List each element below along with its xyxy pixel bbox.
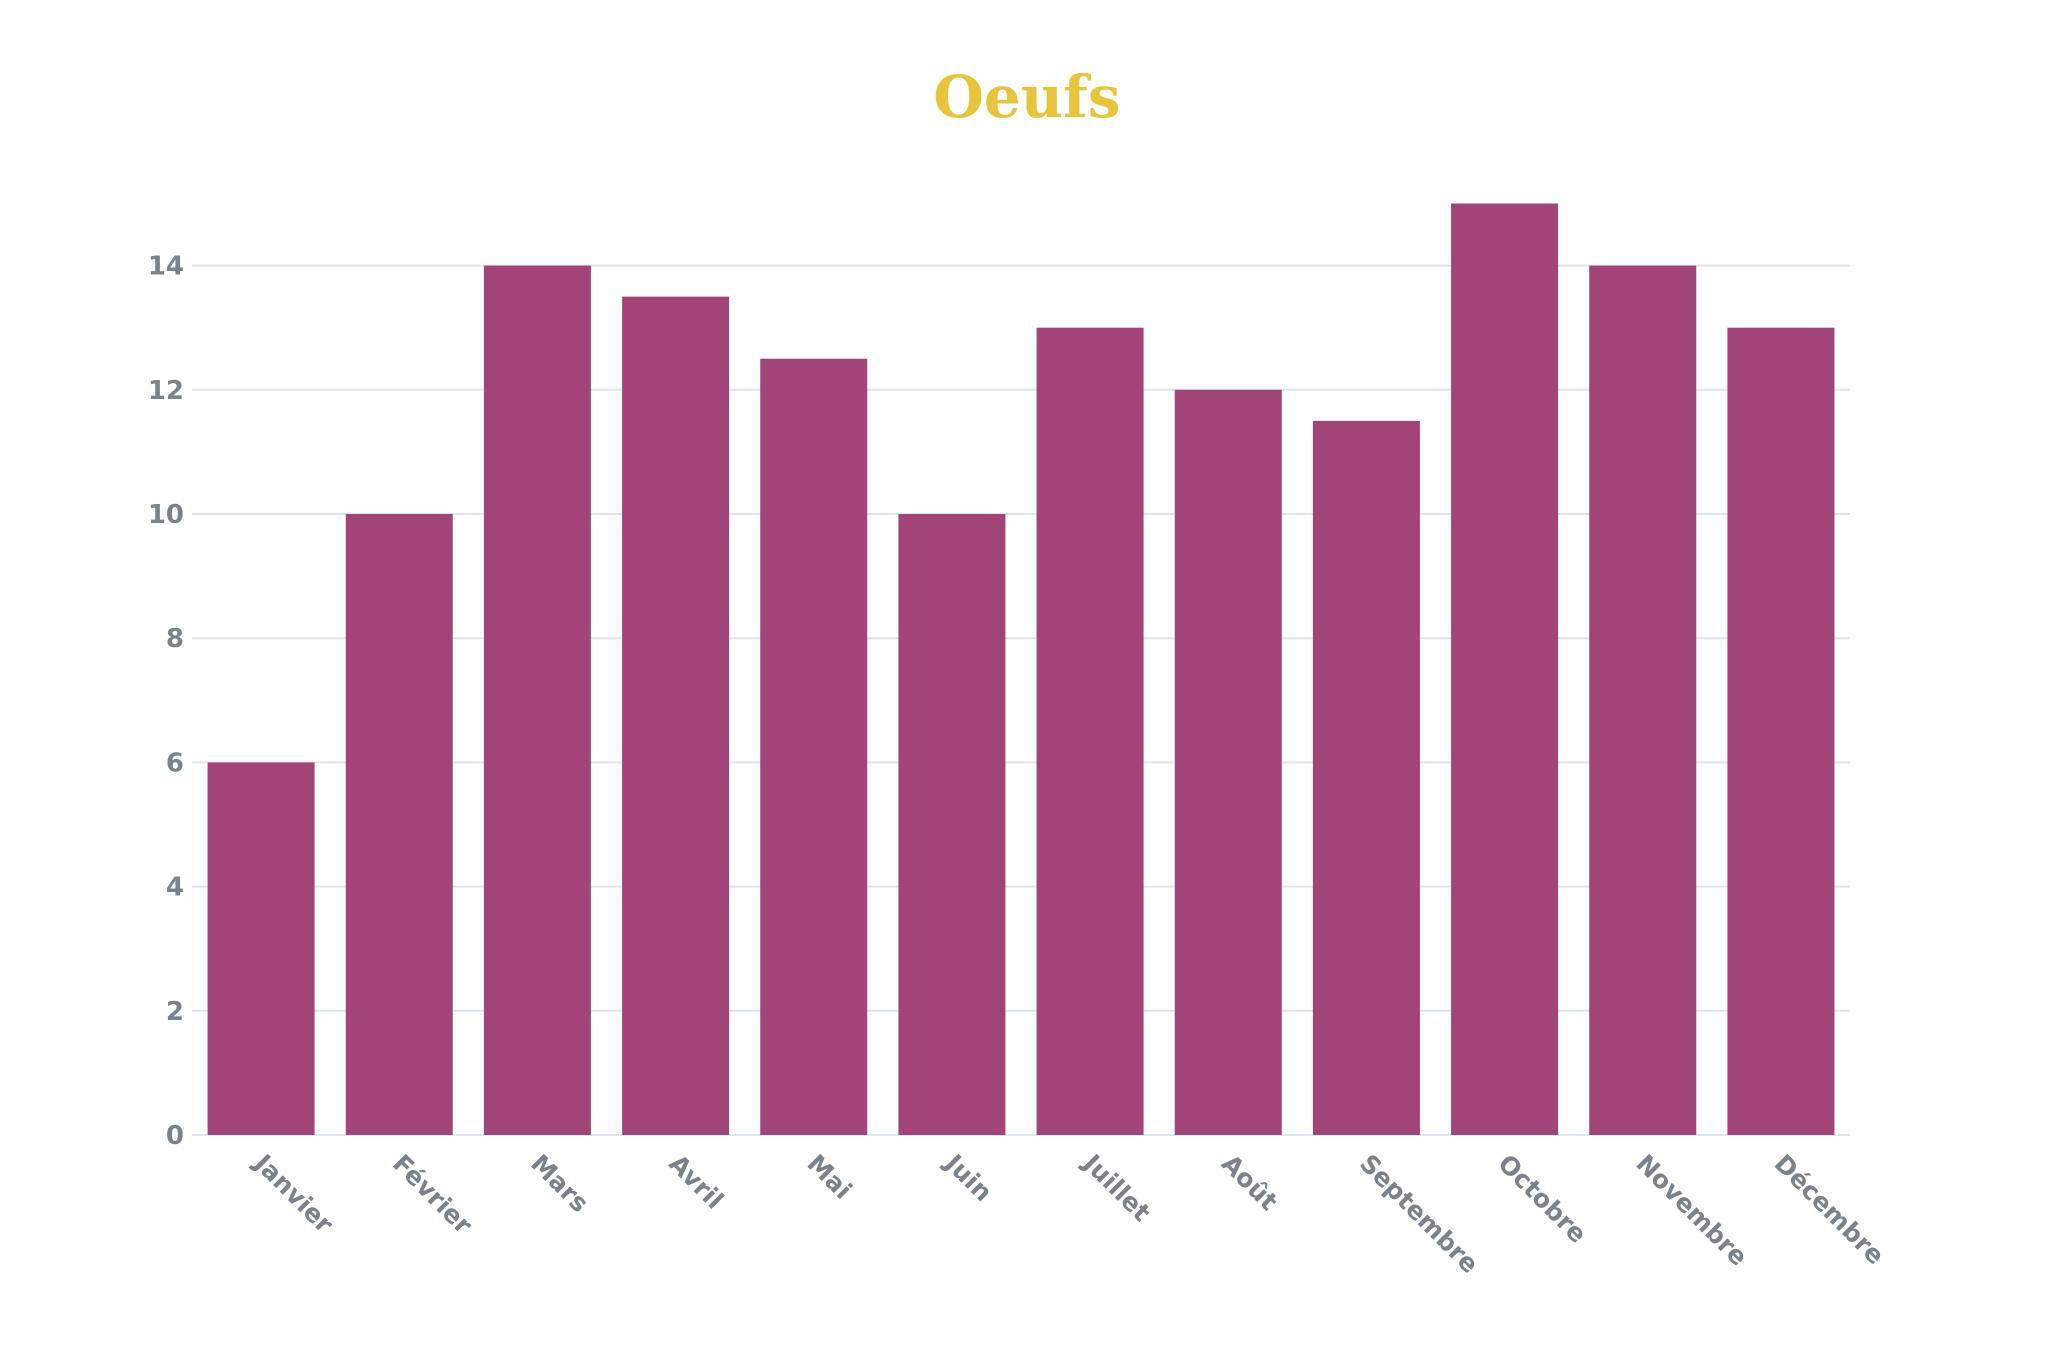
chart-title: Oeufs (933, 63, 1120, 131)
x-axis-labels: Janvier Février Mars Avril Mai Juin Juillet Aoû… (247, 1147, 1890, 1279)
gridlines (192, 264, 1850, 1136)
bar[interactable] (898, 514, 1006, 1135)
bar[interactable] (345, 514, 453, 1135)
bar[interactable] (622, 296, 730, 1135)
bar[interactable] (483, 265, 591, 1136)
x-category-label: Avril (663, 1149, 729, 1215)
x-category-label: Mars (525, 1149, 594, 1218)
y-tick-label: 6 (166, 748, 184, 778)
x-category-label: Novembre (1631, 1149, 1754, 1272)
x-category-label: Décembre (1769, 1149, 1890, 1270)
x-category-label: Mai (802, 1149, 858, 1205)
x-category-label: Janvier (247, 1147, 339, 1239)
x-category-label: Février (387, 1149, 478, 1240)
y-tick-label: 2 (166, 997, 184, 1027)
bar[interactable] (1589, 265, 1697, 1136)
bar[interactable] (1036, 327, 1144, 1135)
x-category-label: Août (1216, 1149, 1283, 1216)
x-category-label: Juin (938, 1147, 998, 1207)
y-tick-label: 4 (166, 873, 184, 903)
x-category-label: Octobre (1492, 1149, 1592, 1249)
y-tick-label: 12 (148, 376, 184, 406)
y-tick-label: 0 (166, 1121, 184, 1151)
x-category-label: Juillet (1076, 1147, 1156, 1227)
y-axis-ticks: 0 2 4 6 8 10 12 14 (148, 252, 184, 1151)
bar[interactable] (1174, 389, 1282, 1135)
bar[interactable] (1451, 203, 1559, 1136)
y-tick-label: 8 (166, 624, 184, 654)
x-category-label: Septembre (1354, 1149, 1484, 1279)
bar[interactable] (1727, 327, 1835, 1135)
bar[interactable] (760, 358, 868, 1135)
y-tick-label: 10 (148, 500, 184, 530)
bars (207, 203, 1835, 1136)
bar[interactable] (207, 762, 315, 1135)
bar[interactable] (1312, 420, 1420, 1136)
y-tick-label: 14 (148, 252, 184, 282)
